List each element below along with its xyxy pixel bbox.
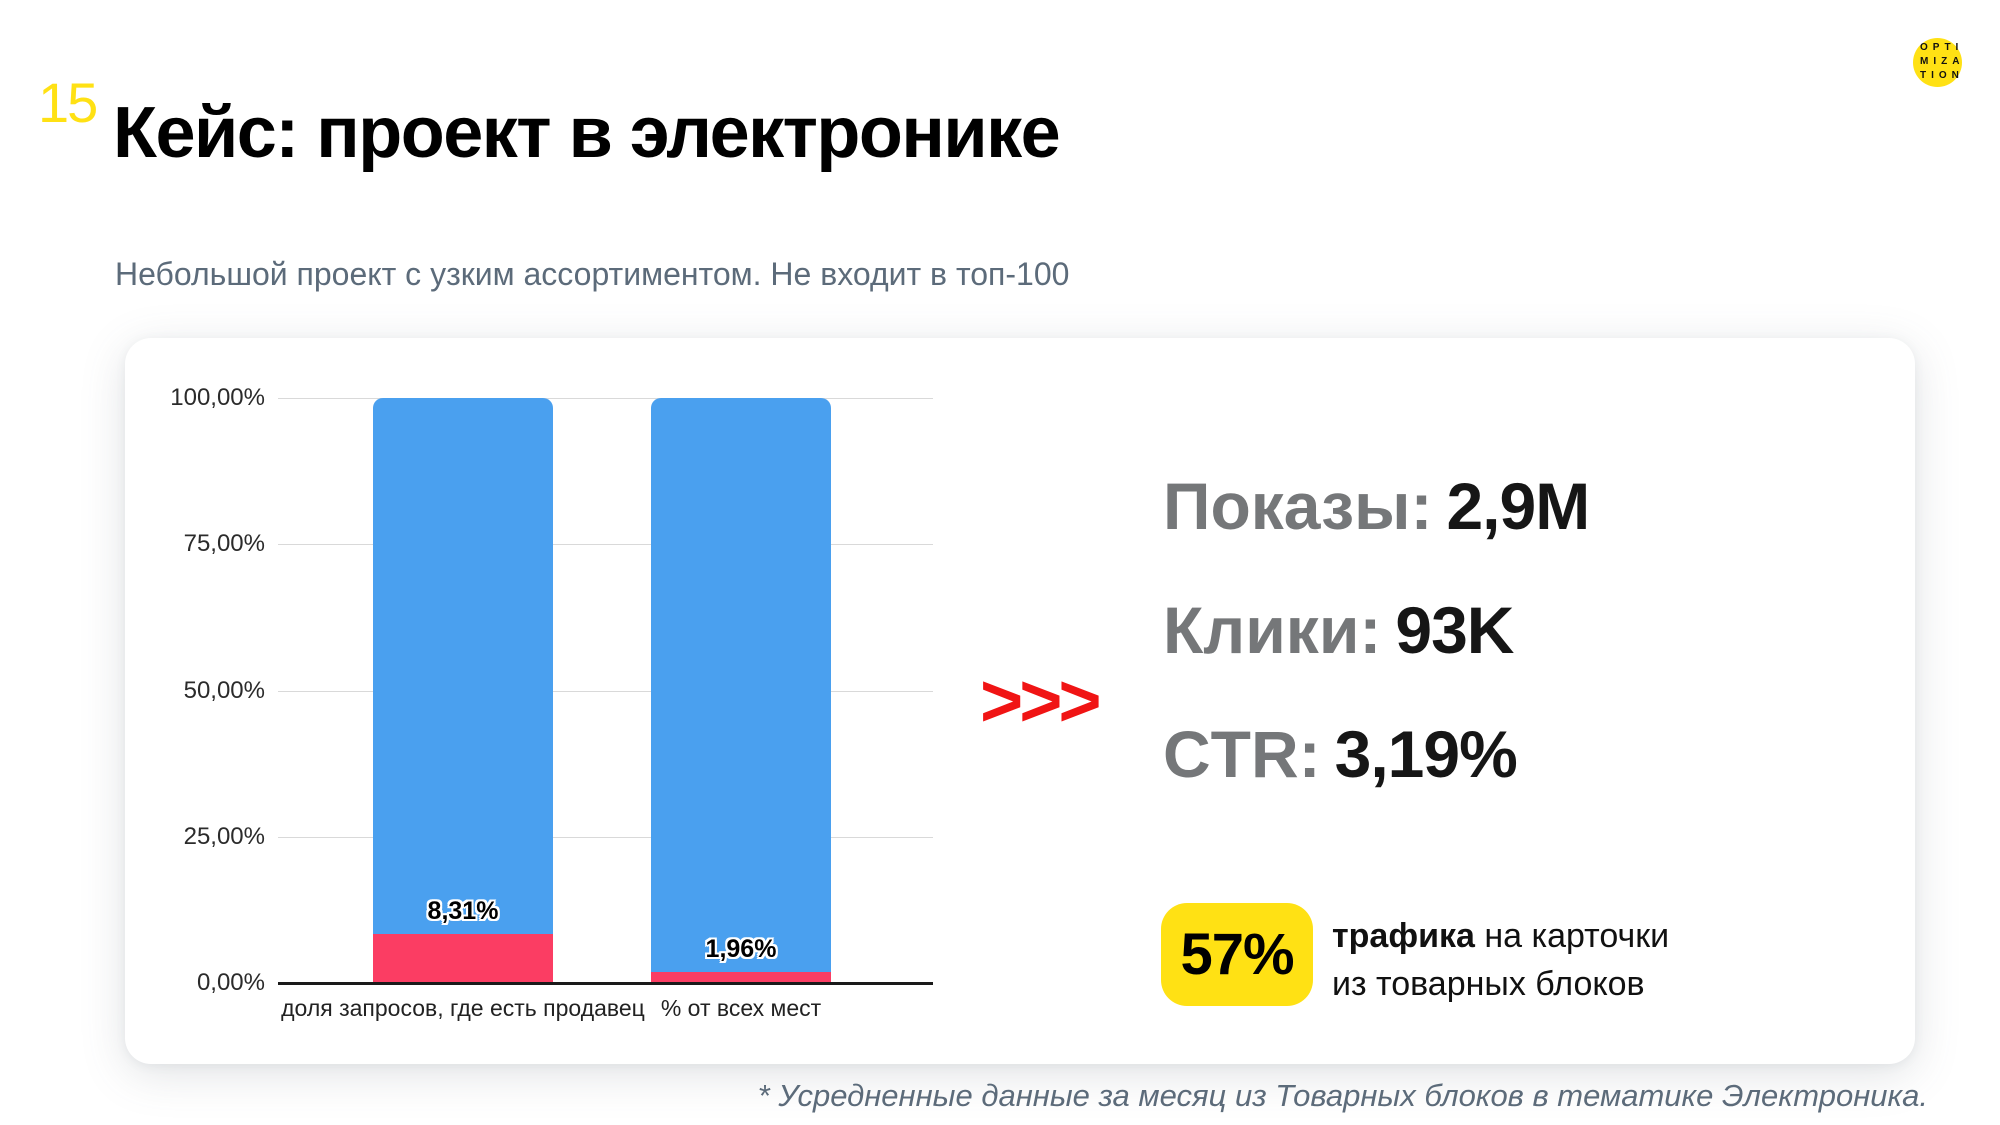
optimization-logo: OPTI MIZA TION — [1906, 32, 1986, 94]
logo-text-line: OPTI — [1920, 42, 1964, 53]
stat-label: Показы: — [1163, 469, 1433, 543]
gridline — [278, 544, 933, 546]
footnote: * Усредненные данные за месяц из Товарны… — [757, 1078, 1928, 1113]
y-tick-label: 25,00% — [183, 822, 265, 850]
gridline — [278, 836, 933, 838]
stat-value: 93K — [1395, 593, 1514, 667]
stat-label: Клики: — [1163, 593, 1382, 667]
y-tick-label: 0,00% — [196, 969, 265, 996]
bar-column — [651, 398, 831, 983]
traffic-percent-badge: 57% — [1161, 903, 1313, 1006]
bar-value-label: 1,96% — [705, 934, 777, 963]
logo-text-line: TION — [1920, 70, 1964, 81]
stat-value: 3,19% — [1334, 717, 1518, 791]
arrow-chevrons: >>> — [980, 659, 1102, 742]
logo-text-line: MIZA — [1920, 56, 1965, 67]
stat-value: 2,9M — [1446, 469, 1590, 543]
y-tick-label: 100,00% — [170, 384, 265, 411]
y-tick-label: 50,00% — [183, 676, 265, 704]
x-axis-label: доля запросов, где есть продавец — [281, 995, 645, 1021]
highlight-text-bold: трафика — [1332, 917, 1475, 955]
gridline — [278, 398, 933, 399]
bar-segment-pink — [651, 971, 831, 983]
bar-value-label: 8,31% — [427, 897, 499, 926]
x-axis-line — [278, 982, 933, 985]
bar-segment-pink — [373, 934, 553, 983]
logo-circle-icon — [1913, 38, 1962, 87]
stat-clicks: Клики: 93K — [1163, 592, 1514, 668]
stat-impressions: Показы: 2,9M — [1163, 468, 1590, 544]
bar-column — [373, 398, 553, 983]
gridline — [278, 690, 933, 692]
highlight-text-line1: трафика на карточки — [1332, 912, 1669, 960]
stat-label: CTR: — [1163, 717, 1321, 791]
y-tick-label: 75,00% — [183, 530, 265, 558]
highlight-text-rest: на карточки — [1474, 917, 1670, 955]
stat-ctr: CTR: 3,19% — [1163, 716, 1518, 792]
x-axis-label: % от всех мест — [660, 995, 822, 1021]
highlight-text-line2: из товарных блоков — [1332, 965, 1645, 1003]
page-number: 15 — [38, 71, 98, 134]
stacked-bar-chart: 100,00% 75,00% 50,00% 25,00% 0,00% 8,31% доля … — [170, 384, 933, 1021]
highlight-text: трафика на карточки из товарных блоков — [1332, 912, 1669, 1008]
slide-subtitle: Небольшой проект с узким ассортиментом. … — [115, 256, 1070, 292]
slide-title: Кейс: проект в электронике — [113, 93, 1061, 173]
chart-card: 100,00% 75,00% 50,00% 25,00% 0,00% 8,31% доля … — [125, 338, 1915, 1064]
